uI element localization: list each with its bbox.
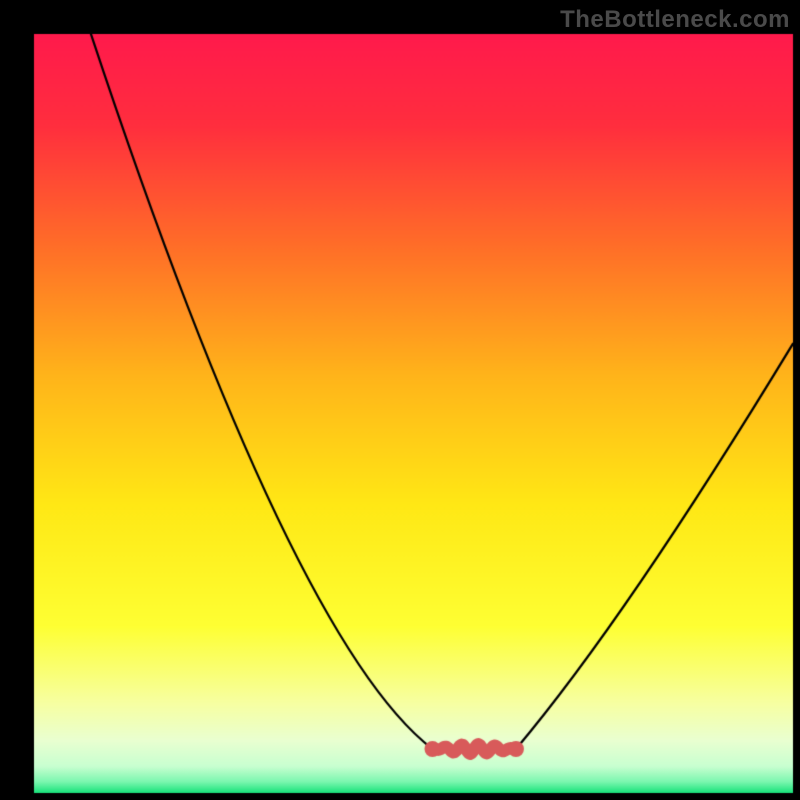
watermark-text: TheBottleneck.com xyxy=(560,6,790,34)
bottleneck-chart-canvas xyxy=(0,0,800,800)
chart-stage: TheBottleneck.com xyxy=(0,0,800,800)
